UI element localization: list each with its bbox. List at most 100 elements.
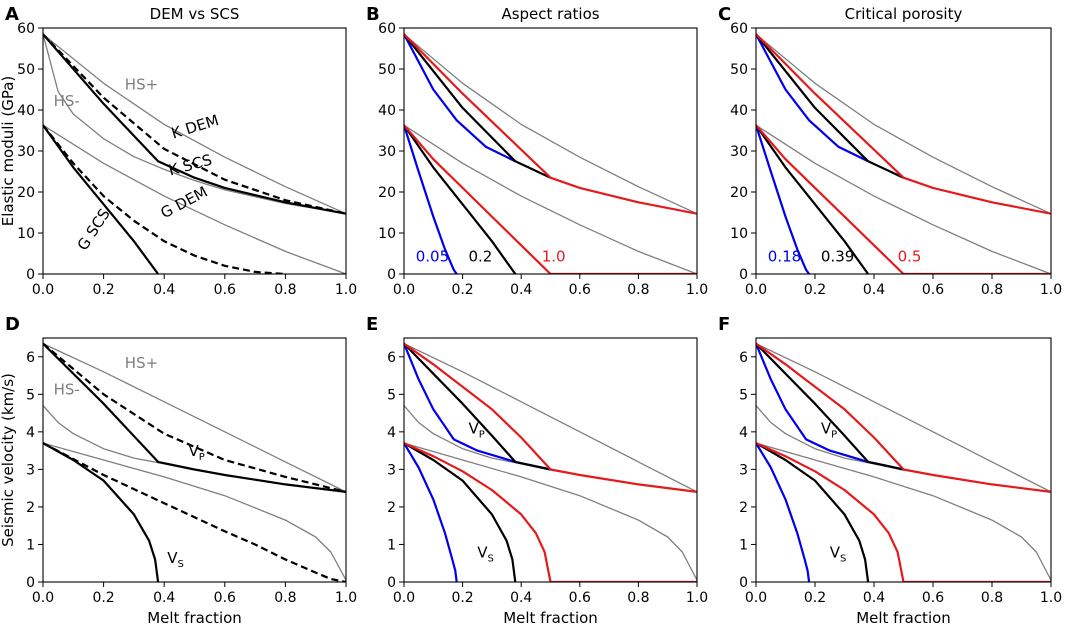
annotation-text: 0.2 [468, 248, 492, 266]
x-tick-label: 0.4 [510, 590, 532, 606]
series-g-dem [43, 124, 286, 274]
y-tick-label: 5 [387, 387, 396, 403]
series-hs-lower [404, 442, 697, 581]
x-tick-label: 0.6 [922, 590, 944, 606]
x-tick-label: 0.4 [510, 282, 532, 298]
x-tick-label: 1.0 [686, 590, 708, 606]
annotation-label: VP [821, 420, 837, 441]
series-vs-0-2 [404, 442, 517, 582]
y-tick-label: 2 [26, 500, 35, 516]
annotation-label: 0.5 [898, 248, 922, 266]
series-k-0-2 [404, 33, 551, 179]
annotation-text: 0.5 [898, 248, 922, 266]
annotation-label: 0.2 [468, 248, 492, 266]
series-k-hs- [756, 33, 1051, 215]
y-tick-label: 10 [17, 226, 35, 242]
series-g-hs- [756, 124, 1051, 274]
series-vs-scs [43, 442, 160, 582]
y-tick-label: 6 [26, 350, 35, 366]
annotation-text: K DEM [169, 111, 221, 142]
x-tick-label: 0.8 [274, 282, 296, 298]
y-tick-label: 1 [387, 537, 396, 553]
panel-a: 0.0 0.2 0.4 0.6 0.8 1.0 0 10 20 30 40 50 60A DEM vs S… [0, 4, 357, 298]
series-g-1-0 [404, 124, 552, 274]
annotation-subscript: S [840, 554, 846, 565]
y-tick-label: 1 [26, 537, 35, 553]
y-tick-label: 20 [730, 185, 748, 201]
series-hs-upper [756, 405, 1051, 493]
y-tick-label: 30 [378, 144, 396, 160]
y-tick-label: 10 [730, 226, 748, 242]
y-tick-label: 40 [378, 103, 396, 119]
annotation-text: 0.05 [416, 248, 449, 266]
series-hs-lower [756, 442, 1051, 581]
y-tick-label: 6 [387, 350, 396, 366]
y-tick-label: 60 [730, 21, 748, 37]
panel-title: Critical porosity [845, 5, 963, 23]
y-tick-label: 50 [378, 62, 396, 78]
annotation-text: V [821, 420, 832, 438]
series-k-1-0 [404, 33, 697, 215]
annotation-label: VP [468, 420, 484, 441]
annotation-subscript: P [199, 452, 205, 463]
series-hs-upper [43, 343, 346, 493]
annotation-subscript: S [177, 559, 183, 570]
series-g-0-18 [756, 124, 810, 274]
series-k-hs- [43, 33, 346, 215]
series-k-0-18 [756, 33, 869, 163]
annotation-text: V [167, 549, 178, 567]
panel-letter: B [366, 4, 380, 25]
x-tick-label: 0.8 [981, 590, 1003, 606]
x-tick-label: 0.6 [569, 590, 591, 606]
series-vs-0-05 [404, 442, 458, 582]
panel-b: 0.0 0.2 0.4 0.6 0.8 1.0 0 10 20 30 40 50 60B Aspect r… [366, 4, 708, 298]
annotation-label: 0.05 [416, 248, 449, 266]
y-tick-label: 2 [387, 500, 396, 516]
y-tick-label: 4 [739, 425, 748, 441]
annotation-text: 0.18 [768, 248, 801, 266]
series-vp-scs [43, 342, 346, 493]
annotation-text: V [468, 420, 479, 438]
series-group [43, 342, 346, 582]
y-tick-label: 60 [17, 21, 35, 37]
y-tick-label: 30 [17, 144, 35, 160]
x-tick-label: 0.2 [804, 282, 826, 298]
series-g-scs [43, 124, 159, 274]
panel-letter: C [718, 4, 731, 25]
annotation-text: G DEM [158, 183, 211, 223]
x-tick-label: 0.0 [393, 282, 415, 298]
annotation-text: HS+ [125, 76, 158, 94]
x-tick-label: 0.4 [153, 590, 175, 606]
annotation-label: VS [477, 544, 494, 565]
y-tick-label: 40 [17, 103, 35, 119]
series-hs-upper [756, 343, 1051, 493]
y-tick-label: 20 [17, 185, 35, 201]
panel-title: DEM vs SCS [150, 5, 240, 23]
annotation-label: G SCS [74, 205, 114, 253]
annotation-text: G SCS [74, 205, 114, 253]
x-tick-label: 0.2 [92, 282, 114, 298]
y-tick-label: 4 [387, 425, 396, 441]
series-vs-0-5 [756, 442, 905, 582]
series-g-0-5 [756, 124, 905, 274]
y-tick-label: 0 [739, 575, 748, 591]
y-tick-label: 3 [739, 462, 748, 478]
axes-frame [755, 27, 1052, 275]
annotation-text: 1.0 [542, 248, 566, 266]
x-tick-label: 0.0 [32, 590, 54, 606]
annotation-label: K DEM [169, 111, 221, 142]
x-tick-label: 0.2 [92, 590, 114, 606]
series-vp-0-39 [756, 342, 904, 471]
panel-f: 0.0 0.2 0.4 0.6 0.8 1.0 0 1 2 3 4 5 6F Melt fraction V… [718, 314, 1062, 627]
series-g-0-05 [404, 124, 458, 274]
x-tick-label: 0.4 [153, 282, 175, 298]
y-tick-label: 10 [378, 226, 396, 242]
series-vp-0-18 [756, 343, 904, 471]
annotation-subscript: S [488, 554, 494, 565]
y-tick-label: 5 [739, 387, 748, 403]
x-tick-label: 0.4 [863, 282, 885, 298]
x-tick-label: 0.0 [745, 282, 767, 298]
series-group [43, 33, 346, 274]
panel-letter: A [5, 4, 19, 25]
